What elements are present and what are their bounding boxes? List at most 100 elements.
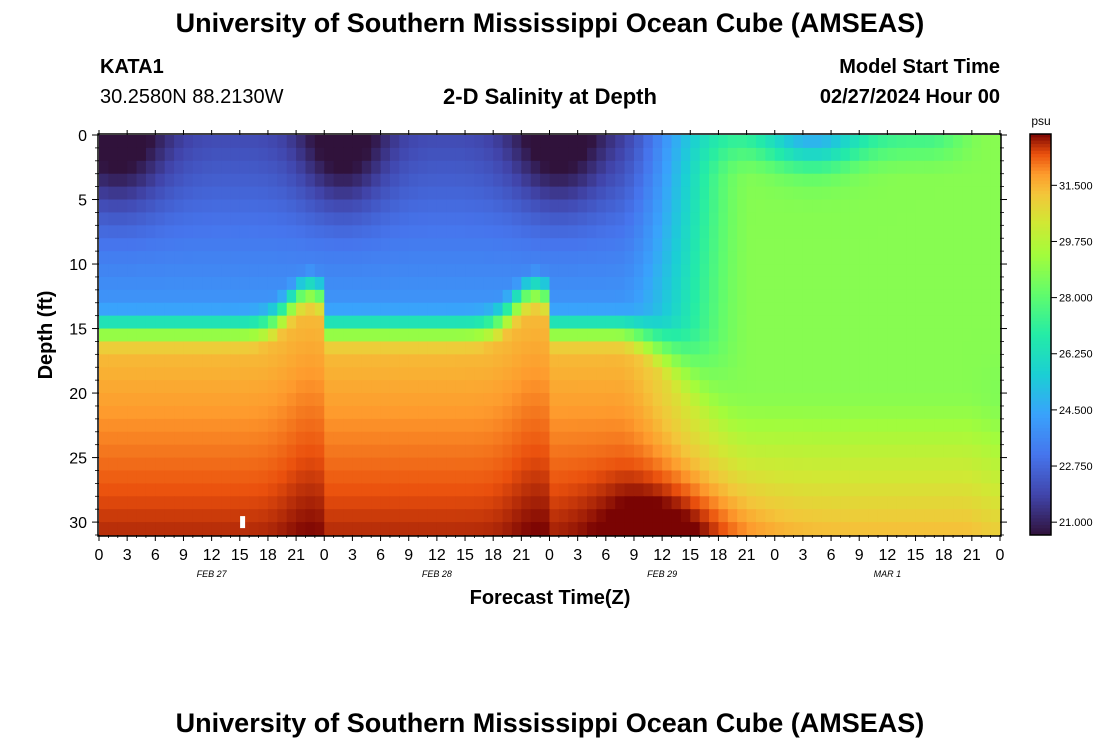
heatmap-cell — [690, 289, 701, 304]
heatmap-cell — [183, 444, 194, 459]
heatmap-cell — [971, 302, 982, 317]
heatmap-cell — [605, 509, 616, 523]
heatmap-cell — [643, 251, 654, 265]
colorbar-segment — [1030, 498, 1051, 503]
heatmap-cell — [239, 509, 250, 523]
heatmap-cell — [624, 199, 635, 214]
heatmap-cell — [455, 522, 466, 536]
heatmap-cell — [296, 199, 307, 214]
heatmap-cell — [511, 212, 522, 226]
heatmap-cell — [840, 496, 851, 510]
heatmap-cell — [727, 405, 738, 420]
heatmap-cell — [568, 509, 579, 523]
heatmap-cell — [465, 457, 476, 472]
heatmap-cell — [108, 393, 119, 407]
heatmap-cell — [699, 457, 710, 472]
heatmap-cell — [849, 199, 860, 214]
heatmap-cell — [680, 354, 691, 368]
heatmap-cell — [831, 225, 842, 239]
heatmap-cell — [896, 199, 907, 214]
heatmap-cell — [840, 457, 851, 472]
heatmap-cell — [155, 367, 166, 381]
heatmap-cell — [877, 418, 888, 433]
heatmap-cell — [971, 380, 982, 394]
heatmap-cell — [699, 238, 710, 252]
heatmap-cell — [615, 405, 626, 420]
heatmap-cell — [981, 470, 992, 484]
heatmap-cell — [511, 522, 522, 536]
heatmap-cell — [859, 457, 870, 472]
colorbar-tick-label: 24.500 — [1059, 405, 1093, 417]
heatmap-cell — [230, 302, 241, 317]
heatmap-cell — [418, 160, 429, 175]
heatmap-cell — [117, 160, 128, 175]
heatmap-cell — [802, 470, 813, 484]
heatmap-cell — [953, 328, 964, 343]
heatmap-cell — [380, 302, 391, 317]
heatmap-cell — [831, 367, 842, 381]
heatmap-cell — [99, 160, 109, 175]
colorbar-segment — [1030, 327, 1051, 332]
colorbar-segment — [1030, 260, 1051, 265]
heatmap-cell — [474, 289, 485, 304]
heatmap-cell — [436, 354, 447, 368]
heatmap-cell — [202, 418, 213, 433]
heatmap-cell — [943, 483, 954, 497]
heatmap-cell — [249, 147, 260, 162]
heatmap-cell — [962, 418, 973, 433]
heatmap-cell — [380, 341, 391, 355]
heatmap-cell — [230, 251, 241, 265]
heatmap-cell — [221, 418, 231, 433]
heatmap-cell — [643, 444, 654, 459]
heatmap-cell — [202, 522, 213, 536]
heatmap-cell — [915, 393, 926, 407]
heatmap-cell — [493, 354, 504, 368]
heatmap-cell — [286, 470, 297, 484]
heatmap-cell — [446, 444, 457, 459]
heatmap-cell — [558, 509, 569, 523]
heatmap-cell — [408, 147, 419, 162]
heatmap-cell — [408, 225, 419, 239]
heatmap-cell — [155, 264, 166, 278]
heatmap-cell — [408, 135, 419, 149]
heatmap-cell — [709, 354, 720, 368]
heatmap-cell — [699, 276, 710, 291]
heatmap-cell — [99, 444, 109, 459]
heatmap-cell — [643, 496, 654, 510]
heatmap-cell — [511, 431, 522, 446]
heatmap-cell — [502, 173, 513, 188]
heatmap-cell — [624, 276, 635, 291]
heatmap-cell — [690, 328, 701, 343]
heatmap-cell — [887, 135, 898, 149]
heatmap-cell — [671, 147, 682, 162]
heatmap-cell — [868, 444, 879, 459]
chart-subtitle: 2-D Salinity at Depth — [443, 84, 657, 109]
heatmap-cell — [361, 199, 372, 214]
heatmap-cell — [962, 264, 973, 278]
heatmap-cell — [718, 173, 729, 188]
heatmap-cell — [737, 522, 748, 536]
heatmap-cell — [230, 354, 241, 368]
heatmap-cell — [221, 405, 231, 420]
heatmap-cell — [136, 509, 147, 523]
heatmap-cell — [183, 483, 194, 497]
heatmap-cell — [361, 367, 372, 381]
heatmap-cell — [755, 302, 766, 317]
heatmap-cell — [174, 380, 185, 394]
heatmap-cell — [690, 457, 701, 472]
heatmap-cell — [333, 173, 344, 188]
heatmap-cell — [784, 483, 795, 497]
heatmap-cell — [117, 264, 128, 278]
heatmap-cell — [633, 496, 644, 510]
heatmap-cell — [990, 276, 1001, 291]
heatmap-cell — [202, 341, 213, 355]
heatmap-cell — [727, 212, 738, 226]
heatmap-cell — [465, 238, 476, 252]
heatmap-cell — [699, 147, 710, 162]
heatmap-cell — [831, 483, 842, 497]
heatmap-cell — [802, 264, 813, 278]
heatmap-cell — [605, 276, 616, 291]
heatmap-cell — [906, 186, 917, 201]
heatmap-cell — [145, 431, 156, 446]
heatmap-cell — [662, 135, 673, 149]
